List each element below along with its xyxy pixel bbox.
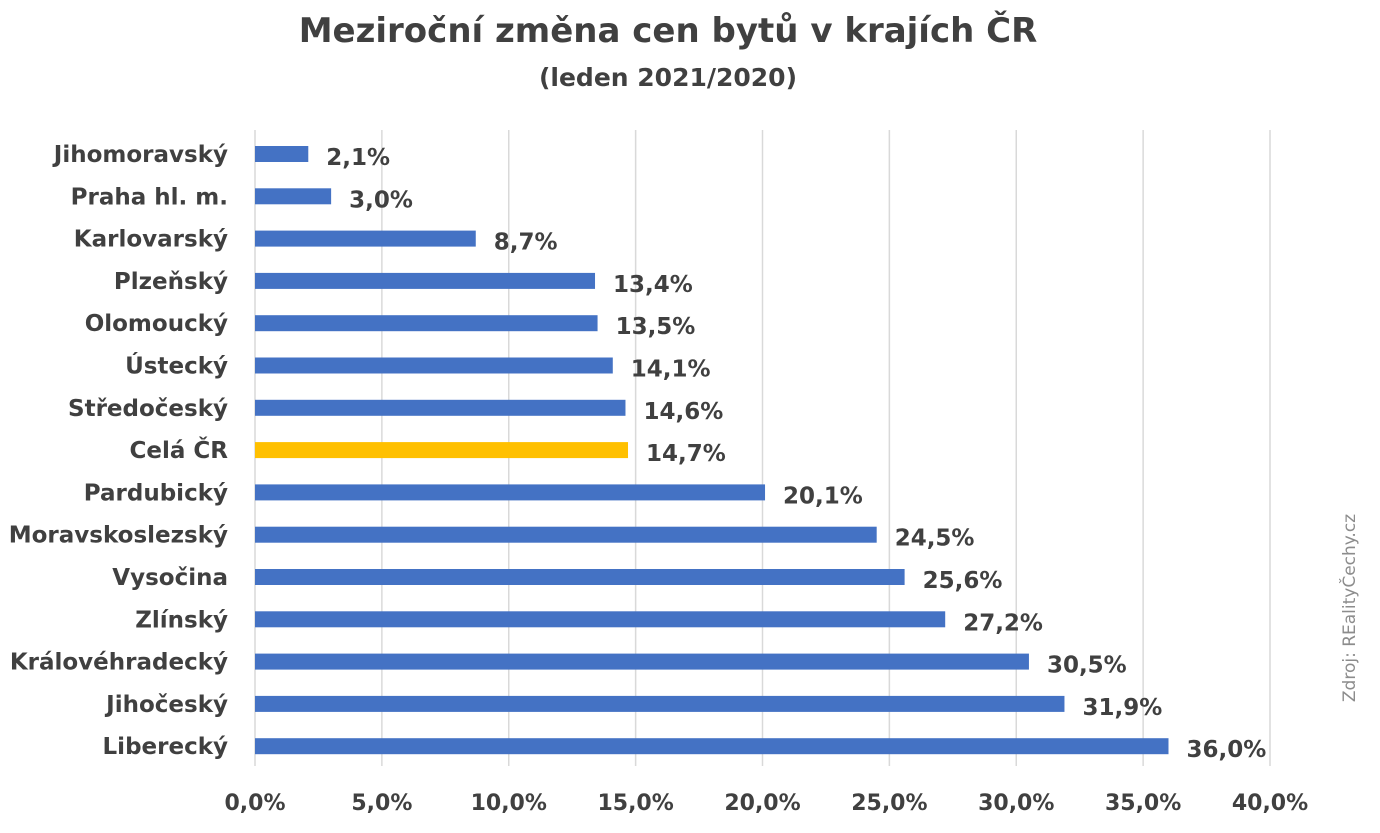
value-label: 14,1%: [631, 357, 711, 383]
source-note: Zdroj: REalityČechy.cz: [1338, 514, 1360, 702]
value-label: 3,0%: [349, 187, 413, 213]
category-label: Pardubický: [84, 480, 228, 506]
category-label: Moravskoslezský: [9, 523, 228, 549]
bar: [255, 272, 596, 289]
value-label: 14,6%: [643, 399, 723, 425]
bar: [255, 399, 626, 416]
category-label: Zlínský: [135, 607, 228, 633]
bar: [255, 611, 946, 628]
bar: [255, 230, 476, 247]
category-label: Praha hl. m.: [71, 184, 228, 210]
bar: [255, 146, 309, 162]
category-label: Ústecký: [125, 352, 228, 380]
category-label: Jihomoravský: [52, 142, 228, 168]
category-label: Liberecký: [103, 734, 228, 760]
bar: [255, 653, 1029, 670]
category-label: Celá ČR: [130, 436, 229, 464]
value-label: 27,2%: [963, 610, 1043, 636]
bar: [255, 695, 1065, 712]
x-tick-label: 40,0%: [1232, 791, 1308, 816]
value-label: 31,9%: [1082, 695, 1162, 721]
bar: [255, 738, 1169, 755]
chart-title: Meziroční změna cen bytů v krajích ČR: [299, 10, 1038, 51]
x-axis-ticks: 0,0% 5,0% 10,0% 15,0% 20,0% 25,0% 30,0% 35,0% 40…: [224, 791, 1308, 816]
category-label: Jihočeský: [104, 692, 228, 718]
chart-subtitle: (leden 2021/2020): [539, 63, 797, 92]
value-label: 2,1%: [326, 145, 390, 171]
category-labels: Jihomoravský Praha hl. m. Karlovarský Plzeň…: [9, 142, 229, 760]
x-tick-label: 5,0%: [351, 791, 412, 816]
category-label: Olomoucký: [85, 311, 228, 337]
category-label: Karlovarský: [74, 227, 228, 253]
bar: [255, 315, 598, 332]
value-label: 8,7%: [494, 230, 558, 256]
value-label: 36,0%: [1187, 737, 1267, 763]
x-tick-label: 35,0%: [1105, 791, 1181, 816]
value-labels: 2,1% 3,0% 8,7% 13,4% 13,5% 14,1% 14,6% 14,7% 20,…: [326, 145, 1266, 763]
bar: [255, 484, 766, 501]
x-tick-label: 15,0%: [597, 791, 673, 816]
category-label: Královéhradecký: [10, 650, 228, 676]
x-tick-label: 0,0%: [224, 791, 285, 816]
category-label: Plzeňský: [114, 269, 228, 295]
value-label: 20,1%: [783, 483, 863, 509]
bar: [255, 569, 905, 585]
value-label: 25,6%: [923, 568, 1003, 594]
value-label: 13,5%: [616, 314, 696, 340]
bar: [255, 188, 332, 205]
bar: [255, 357, 613, 374]
category-label: Středočeský: [68, 396, 228, 422]
category-label: Vysočina: [112, 565, 228, 591]
x-tick-label: 10,0%: [471, 791, 547, 816]
x-tick-label: 20,0%: [724, 791, 800, 816]
bars: [255, 146, 1169, 755]
value-label: 14,7%: [646, 441, 726, 467]
value-label: 30,5%: [1047, 653, 1127, 679]
x-tick-label: 25,0%: [851, 791, 927, 816]
value-label: 13,4%: [613, 272, 693, 298]
bar: [255, 442, 629, 459]
bar: [255, 526, 877, 543]
value-label: 24,5%: [895, 526, 975, 552]
x-tick-label: 30,0%: [978, 791, 1054, 816]
